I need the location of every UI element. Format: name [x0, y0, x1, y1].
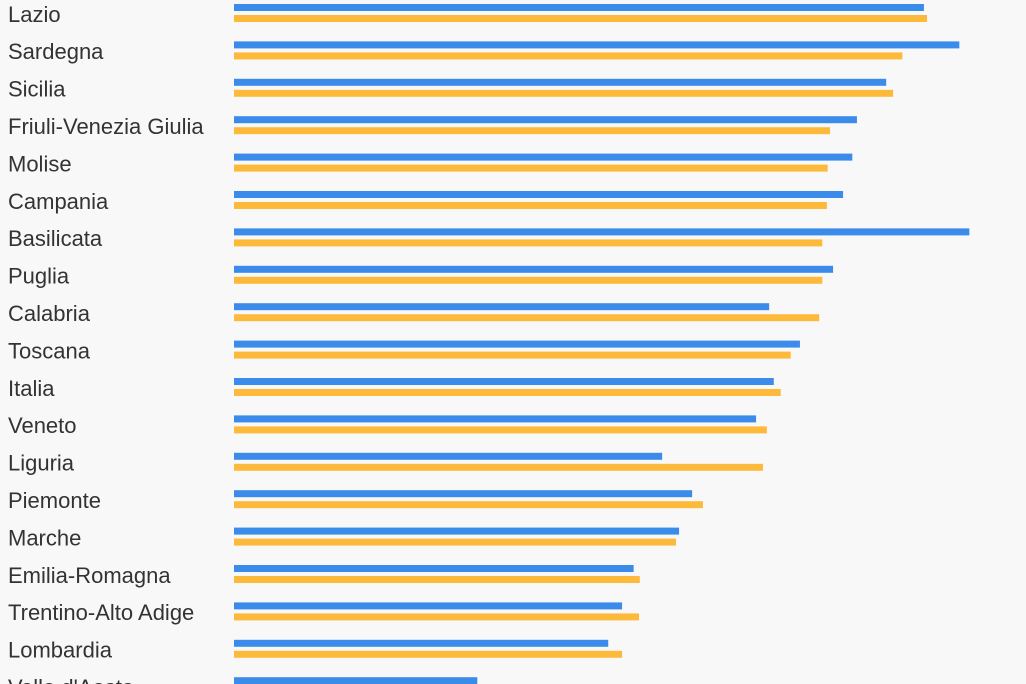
bar	[234, 501, 703, 509]
bar	[234, 239, 823, 247]
bar	[234, 78, 887, 86]
category-label: Marche	[8, 525, 81, 550]
category-label: Lombardia	[8, 638, 113, 663]
bar	[234, 415, 757, 423]
bar	[234, 527, 680, 535]
bar	[234, 15, 927, 22]
bar	[234, 378, 774, 385]
category-label: Trentino-Alto Adige	[8, 600, 194, 625]
bar	[234, 41, 960, 49]
bar	[234, 463, 763, 471]
bar	[234, 265, 834, 273]
bar	[234, 639, 609, 647]
category-label: Calabria	[8, 301, 91, 326]
category-label: Italia	[8, 376, 55, 401]
bar	[234, 490, 693, 498]
bar	[234, 191, 844, 198]
bar	[234, 4, 924, 11]
bar	[234, 340, 800, 348]
bar	[234, 52, 903, 60]
bar	[234, 351, 791, 359]
bar	[234, 613, 640, 621]
bar	[234, 677, 478, 684]
bar	[234, 650, 623, 658]
category-label: Piemonte	[8, 488, 101, 513]
category-label: Campania	[8, 189, 109, 214]
bar	[234, 303, 770, 311]
category-label: Lazio	[8, 2, 61, 27]
bar	[234, 538, 676, 546]
category-label: Emilia-Romagna	[8, 563, 171, 588]
category-label: Friuli-Venezia Giulia	[8, 114, 204, 139]
category-label: Sicilia	[8, 77, 66, 102]
bar	[234, 228, 970, 236]
category-label: Basilicata	[8, 226, 103, 251]
bar	[234, 202, 827, 209]
bar	[234, 164, 828, 172]
bar	[234, 153, 853, 161]
bar	[234, 452, 663, 460]
bar	[234, 576, 640, 583]
bar	[234, 276, 823, 284]
category-label: Valle d'Aosta	[8, 675, 135, 684]
bar	[234, 426, 767, 434]
bar	[234, 389, 781, 396]
bar	[234, 116, 857, 124]
category-label: Toscana	[8, 338, 91, 363]
bar	[234, 314, 820, 322]
bar	[234, 89, 894, 97]
category-label: Molise	[8, 151, 72, 176]
category-label: Puglia	[8, 264, 70, 289]
bar	[234, 127, 830, 135]
category-label: Sardegna	[8, 39, 104, 64]
bar	[234, 565, 634, 572]
bar	[234, 602, 623, 610]
category-label: Veneto	[8, 413, 77, 438]
category-label: Liguria	[8, 451, 75, 476]
